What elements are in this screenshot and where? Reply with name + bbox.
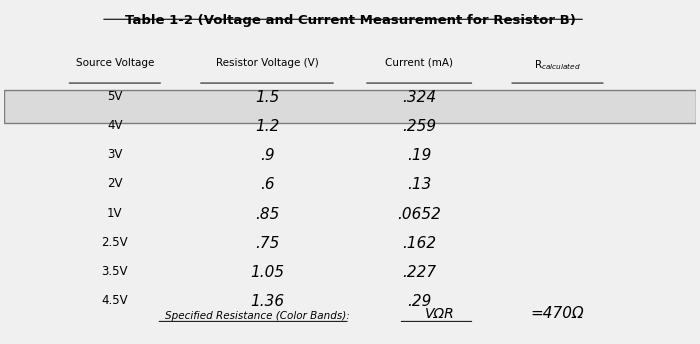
Text: Source Voltage: Source Voltage: [76, 58, 154, 68]
Text: .6: .6: [260, 178, 274, 192]
Text: 4.5V: 4.5V: [102, 294, 128, 307]
Text: VΩR: VΩR: [425, 308, 455, 321]
Text: .259: .259: [402, 119, 436, 134]
Text: .162: .162: [402, 236, 436, 251]
Text: .0652: .0652: [397, 207, 441, 222]
Text: 4V: 4V: [107, 119, 122, 132]
Text: R$_{calculated}$: R$_{calculated}$: [534, 58, 581, 72]
Text: .29: .29: [407, 294, 431, 309]
Text: .324: .324: [402, 90, 436, 105]
Text: 3.5V: 3.5V: [102, 265, 128, 278]
Text: Current (mA): Current (mA): [385, 58, 453, 68]
Text: 1.05: 1.05: [250, 265, 284, 280]
Text: 2.5V: 2.5V: [102, 236, 128, 249]
Text: .85: .85: [255, 207, 279, 222]
Text: .19: .19: [407, 148, 431, 163]
Text: .9: .9: [260, 148, 274, 163]
Text: =470Ω: =470Ω: [531, 307, 584, 321]
Text: 5V: 5V: [107, 90, 122, 103]
Text: 1V: 1V: [107, 207, 122, 219]
Text: 2V: 2V: [107, 178, 122, 190]
FancyBboxPatch shape: [4, 90, 696, 123]
Text: .13: .13: [407, 178, 431, 192]
Text: .227: .227: [402, 265, 436, 280]
Text: Specified Resistance (Color Bands):: Specified Resistance (Color Bands):: [165, 311, 350, 321]
Text: 1.36: 1.36: [250, 294, 284, 309]
Text: 1.2: 1.2: [255, 119, 279, 134]
Text: 3V: 3V: [107, 148, 122, 161]
Text: 1.5: 1.5: [255, 90, 279, 105]
Text: Table 1-2 (Voltage and Current Measurement for Resistor B): Table 1-2 (Voltage and Current Measureme…: [125, 14, 575, 27]
Text: Resistor Voltage (V): Resistor Voltage (V): [216, 58, 318, 68]
Text: .75: .75: [255, 236, 279, 251]
